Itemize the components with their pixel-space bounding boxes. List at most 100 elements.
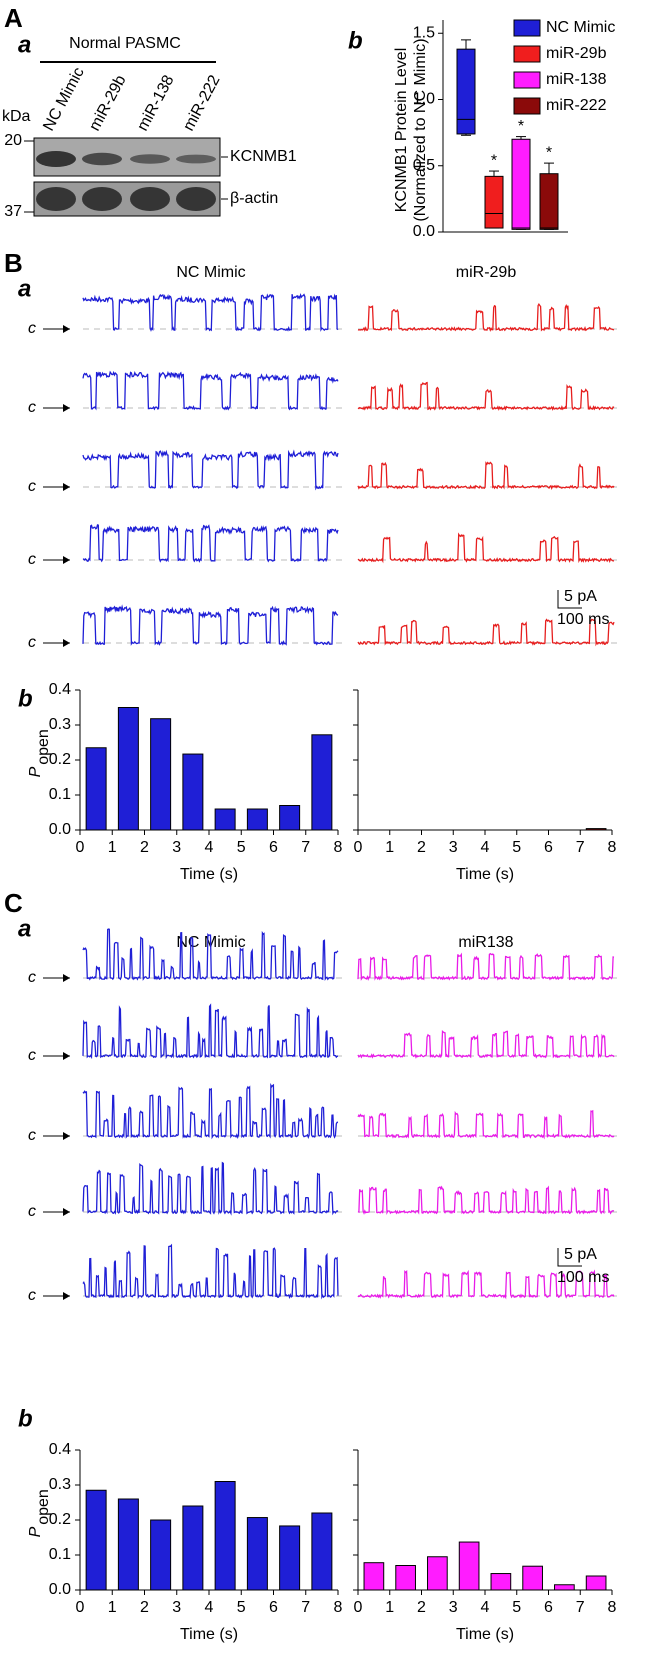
arrow-head bbox=[63, 556, 70, 564]
x-tick-label: 6 bbox=[544, 839, 553, 856]
blot-band bbox=[130, 154, 170, 164]
current-trace bbox=[82, 449, 339, 491]
arrow-head bbox=[63, 483, 70, 491]
bar bbox=[214, 1481, 236, 1591]
y-tick-label: 1.5 bbox=[413, 24, 435, 41]
x-axis-label: Time (s) bbox=[456, 866, 514, 883]
x-tick-label: 1 bbox=[108, 1599, 117, 1616]
scale-current: 5 pA bbox=[564, 588, 597, 605]
bar bbox=[585, 1575, 607, 1591]
legend-label: NC Mimic bbox=[546, 19, 615, 36]
current-trace bbox=[82, 604, 339, 646]
group-label: Normal PASMC bbox=[69, 35, 181, 52]
x-tick-label: 4 bbox=[481, 839, 490, 856]
unit-label: kDa bbox=[2, 108, 31, 125]
box bbox=[511, 138, 531, 230]
bar bbox=[85, 747, 107, 831]
arrow-head bbox=[63, 404, 70, 412]
current-trace bbox=[357, 1269, 615, 1300]
legend-swatch bbox=[513, 97, 541, 115]
bar bbox=[246, 808, 268, 831]
current-trace bbox=[82, 928, 339, 981]
y-tick-label: 0.3 bbox=[49, 1476, 71, 1493]
bar bbox=[395, 1565, 416, 1591]
bar bbox=[117, 1498, 139, 1591]
x-tick-label: 8 bbox=[608, 839, 617, 856]
bar bbox=[458, 1541, 480, 1591]
current-trace bbox=[82, 293, 339, 332]
band-label: KCNMB1 bbox=[230, 148, 297, 165]
band-label: β-actin bbox=[230, 190, 278, 207]
current-trace bbox=[357, 952, 615, 981]
y-tick-label: 0.0 bbox=[49, 821, 71, 838]
x-tick-label: 5 bbox=[237, 839, 246, 856]
bar bbox=[214, 808, 236, 831]
current-trace bbox=[82, 1243, 339, 1300]
bar bbox=[279, 1525, 301, 1591]
x-tick-label: 7 bbox=[301, 1599, 310, 1616]
closed-label: c bbox=[28, 969, 36, 986]
panel-label: B bbox=[4, 248, 23, 278]
trace-title: miR138 bbox=[458, 934, 513, 951]
bar bbox=[150, 1519, 172, 1591]
current-trace bbox=[357, 1030, 615, 1060]
current-trace bbox=[82, 1003, 338, 1060]
current-trace bbox=[82, 370, 339, 411]
bar bbox=[522, 1565, 543, 1591]
x-tick-label: 4 bbox=[205, 839, 214, 856]
y-axis-label-sub: open bbox=[35, 1489, 52, 1525]
bar bbox=[585, 828, 607, 831]
x-tick-label: 2 bbox=[417, 1599, 426, 1616]
lane-label: NC Mimic bbox=[40, 65, 88, 134]
x-tick-label: 0 bbox=[76, 839, 85, 856]
blot-band bbox=[36, 151, 76, 167]
bar bbox=[182, 1505, 204, 1591]
closed-label: c bbox=[28, 478, 36, 495]
arrow-head bbox=[63, 325, 70, 333]
legend-label: miR-222 bbox=[546, 97, 607, 114]
significance-marker: * bbox=[546, 144, 552, 161]
current-trace bbox=[357, 532, 614, 564]
y-tick-label: 0.1 bbox=[49, 786, 71, 803]
bar bbox=[85, 1489, 107, 1591]
arrow-head bbox=[63, 639, 70, 647]
panel-label: C bbox=[4, 888, 23, 918]
current-trace bbox=[357, 618, 615, 647]
subpanel-label: a bbox=[18, 915, 31, 942]
subpanel-label: a bbox=[18, 275, 31, 302]
current-trace bbox=[357, 381, 615, 411]
bar bbox=[490, 1573, 512, 1591]
blot-band bbox=[36, 187, 76, 211]
current-trace bbox=[357, 1185, 615, 1216]
y-axis-label: P bbox=[27, 1526, 44, 1537]
y-tick-label: 0.0 bbox=[49, 1581, 71, 1598]
y-axis-label: P bbox=[27, 766, 44, 777]
lane-label: miR-222 bbox=[180, 72, 223, 133]
bar bbox=[311, 734, 333, 831]
arrow-head bbox=[63, 1208, 70, 1216]
x-tick-label: 8 bbox=[334, 839, 343, 856]
x-tick-label: 8 bbox=[334, 1599, 343, 1616]
y-tick-label: 0.4 bbox=[49, 681, 71, 698]
x-tick-label: 3 bbox=[449, 839, 458, 856]
scale-current: 5 pA bbox=[564, 1246, 597, 1263]
current-trace bbox=[82, 524, 339, 563]
x-tick-label: 2 bbox=[140, 839, 149, 856]
closed-label: c bbox=[28, 551, 36, 568]
legend-swatch bbox=[513, 45, 541, 63]
legend-swatch bbox=[513, 19, 541, 37]
x-tick-label: 6 bbox=[269, 1599, 278, 1616]
bar bbox=[182, 753, 204, 831]
scale-time: 100 ms bbox=[557, 611, 609, 628]
subpanel-label: b bbox=[348, 27, 363, 54]
box bbox=[484, 175, 504, 229]
box bbox=[539, 173, 559, 230]
arrow-head bbox=[63, 1132, 70, 1140]
x-tick-label: 3 bbox=[172, 1599, 181, 1616]
closed-label: c bbox=[28, 634, 36, 651]
closed-label: c bbox=[28, 1047, 36, 1064]
subpanel-label: a bbox=[18, 31, 31, 58]
bar bbox=[427, 1556, 448, 1591]
